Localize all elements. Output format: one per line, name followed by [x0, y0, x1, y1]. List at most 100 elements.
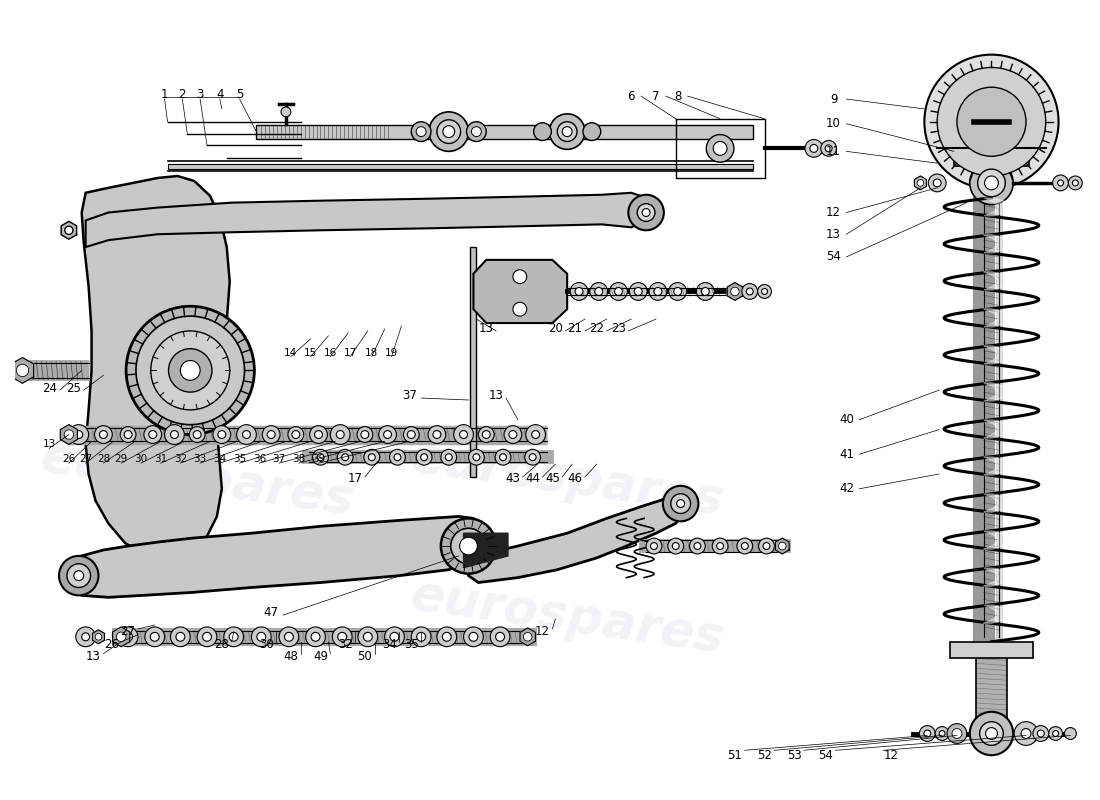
Circle shape: [669, 282, 686, 300]
Circle shape: [758, 285, 771, 298]
Text: 50: 50: [358, 650, 372, 663]
Circle shape: [1053, 175, 1068, 191]
Circle shape: [460, 430, 467, 438]
Text: 2: 2: [178, 88, 186, 101]
Text: 25: 25: [66, 382, 81, 394]
Text: 49: 49: [314, 650, 328, 663]
Circle shape: [411, 627, 431, 646]
Text: 13: 13: [826, 228, 842, 241]
Text: 12: 12: [883, 749, 899, 762]
Circle shape: [443, 126, 454, 138]
Circle shape: [970, 162, 1013, 205]
Circle shape: [292, 430, 300, 438]
Polygon shape: [11, 358, 34, 383]
Text: 54: 54: [818, 749, 833, 762]
Circle shape: [194, 430, 201, 438]
Text: 48: 48: [284, 650, 298, 663]
Circle shape: [256, 632, 266, 642]
Circle shape: [288, 426, 304, 442]
Circle shape: [389, 450, 405, 465]
Text: 26: 26: [103, 638, 119, 651]
Circle shape: [649, 282, 667, 300]
Circle shape: [337, 430, 344, 438]
Circle shape: [984, 176, 999, 190]
Circle shape: [1065, 727, 1076, 739]
Text: 34: 34: [382, 638, 397, 651]
Circle shape: [117, 632, 125, 642]
Circle shape: [330, 425, 350, 445]
Circle shape: [176, 632, 185, 642]
Circle shape: [509, 430, 517, 438]
Text: 39: 39: [312, 454, 326, 464]
Circle shape: [81, 633, 89, 641]
Circle shape: [917, 180, 924, 186]
Text: 45: 45: [544, 473, 560, 486]
Text: 11: 11: [826, 145, 842, 158]
Circle shape: [451, 528, 486, 564]
Circle shape: [558, 122, 578, 142]
Circle shape: [928, 174, 946, 192]
Circle shape: [315, 430, 322, 438]
Text: 38: 38: [293, 454, 306, 464]
Text: 9: 9: [829, 93, 837, 106]
Text: 35: 35: [404, 638, 419, 651]
Text: 54: 54: [826, 250, 842, 263]
Circle shape: [99, 430, 108, 438]
Circle shape: [76, 627, 96, 646]
Text: 43: 43: [506, 473, 520, 486]
Circle shape: [1021, 729, 1031, 738]
FancyBboxPatch shape: [954, 148, 1028, 166]
Circle shape: [924, 54, 1058, 189]
Circle shape: [144, 426, 162, 443]
Circle shape: [825, 145, 832, 152]
Circle shape: [609, 282, 627, 300]
Circle shape: [531, 430, 539, 438]
Polygon shape: [86, 193, 651, 247]
Circle shape: [763, 542, 770, 550]
Circle shape: [1068, 176, 1082, 190]
Text: 42: 42: [839, 482, 854, 495]
Text: 40: 40: [839, 414, 854, 426]
Circle shape: [694, 542, 701, 550]
Circle shape: [145, 627, 165, 646]
Circle shape: [970, 712, 1013, 755]
Circle shape: [668, 538, 683, 554]
Text: 53: 53: [786, 749, 802, 762]
Text: 1: 1: [161, 88, 168, 101]
Polygon shape: [727, 282, 742, 300]
Circle shape: [136, 316, 244, 425]
Polygon shape: [520, 628, 536, 646]
Circle shape: [821, 141, 836, 156]
Text: 21: 21: [568, 322, 583, 335]
Text: 15: 15: [304, 348, 317, 358]
Text: 37: 37: [273, 454, 286, 464]
Circle shape: [920, 726, 935, 742]
Circle shape: [407, 430, 415, 438]
Text: 34: 34: [213, 454, 227, 464]
Text: 17: 17: [348, 473, 363, 486]
Text: 47: 47: [264, 606, 278, 618]
Circle shape: [779, 542, 786, 550]
Polygon shape: [74, 494, 685, 598]
Circle shape: [213, 426, 231, 443]
Circle shape: [957, 87, 1026, 156]
Circle shape: [65, 226, 73, 234]
Circle shape: [252, 627, 272, 646]
Circle shape: [628, 194, 664, 230]
Circle shape: [650, 542, 658, 550]
Circle shape: [637, 204, 654, 222]
Circle shape: [309, 426, 328, 443]
Circle shape: [759, 538, 774, 554]
Circle shape: [654, 287, 662, 295]
Polygon shape: [60, 425, 77, 445]
Circle shape: [1033, 726, 1048, 742]
Circle shape: [368, 454, 375, 461]
Text: eurospares: eurospares: [407, 433, 727, 525]
Circle shape: [441, 450, 456, 465]
Text: 10: 10: [826, 118, 842, 130]
Circle shape: [513, 302, 527, 316]
Circle shape: [513, 270, 527, 283]
FancyBboxPatch shape: [950, 642, 1033, 658]
Circle shape: [202, 632, 211, 642]
Text: 28: 28: [214, 638, 229, 651]
